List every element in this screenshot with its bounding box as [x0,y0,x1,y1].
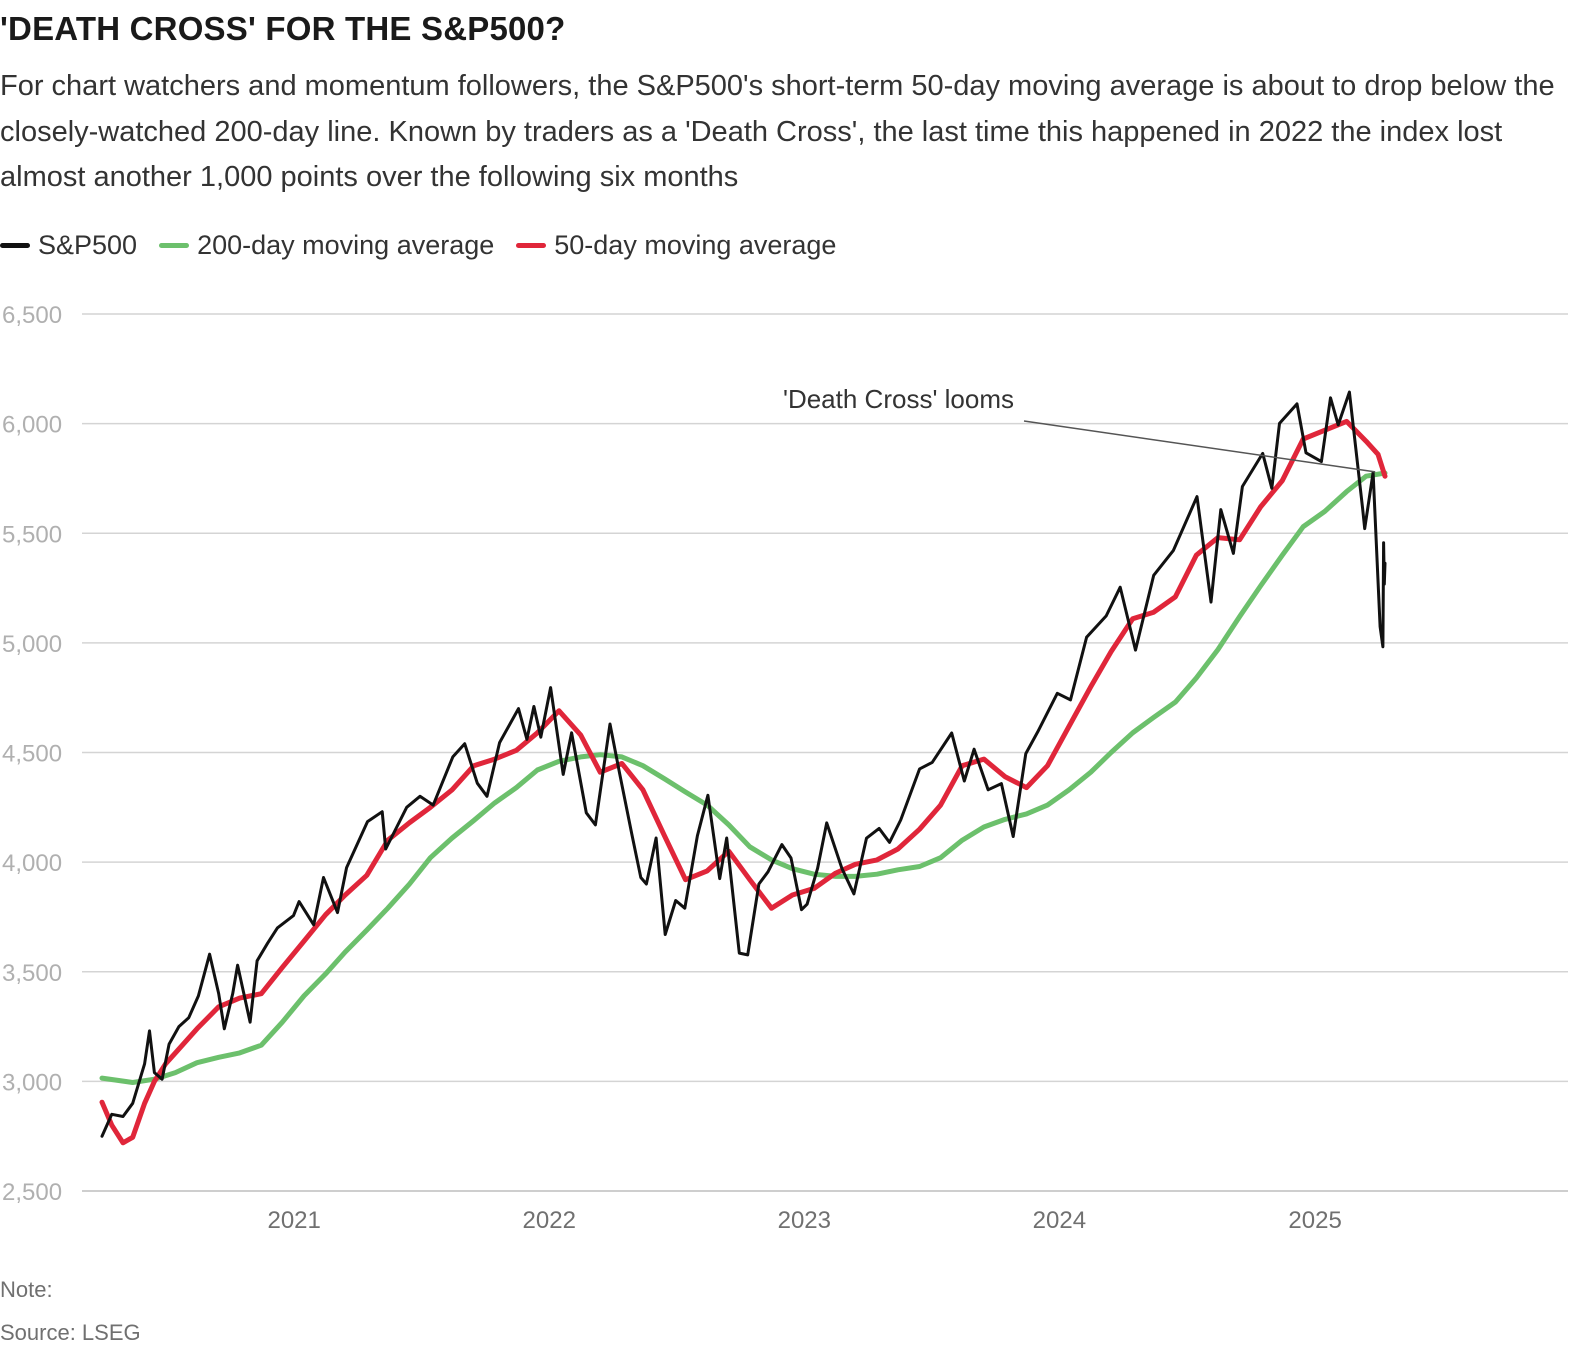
chart-subtitle: For chart watchers and momentum follower… [0,70,1555,193]
series-50-day-ma-line [99,418,1388,1146]
annotation-arrow [1023,420,1376,473]
y-tick-label: 5,500 [2,521,62,548]
series-layer [99,390,1388,1146]
y-tick-label: 2,500 [2,1179,62,1206]
x-tick-label: 2025 [1288,1207,1341,1234]
y-tick-label: 4,500 [2,741,62,768]
y-tick-label: 3,000 [2,1069,62,1096]
chart-title: 'DEATH CROSS' FOR THE S&P500? [0,10,566,47]
x-tick-label: 2022 [523,1207,576,1234]
legend-item-200-day: 200-day moving average [159,230,494,261]
x-tick-label: 2023 [778,1207,831,1234]
x-tick-label: 2024 [1033,1207,1086,1234]
grid-layer [82,313,1568,1192]
legend-label-50-day: 50-day moving average [554,230,837,260]
series-200-day-ma-line [99,470,1388,1085]
legend-item-sp500: S&P500 [0,230,137,261]
y-tick-label: 5,000 [2,631,62,658]
chart-note: Note: [0,1277,53,1302]
line-chart: 2,500 3,000 3,500 4,000 4,500 5,000 5,500 6,000… [2,302,1568,1234]
legend-label-200-day: 200-day moving average [197,230,495,260]
x-tick-layer: 2021 2022 2023 2024 2025 [267,1207,1341,1234]
y-tick-label: 6,500 [2,302,62,329]
y-tick-layer: 2,500 3,000 3,500 4,000 4,500 5,000 5,500 6,000… [2,302,62,1206]
legend-swatch-200-day [159,243,190,248]
series-sp500-line [100,390,1387,1138]
annotation-layer: 'Death Cross' looms [783,384,1376,473]
legend-swatch-sp500 [0,243,30,248]
legend-label-sp500: S&P500 [38,230,138,260]
chart-legend: S&P500 200-day moving average 50-day mov… [0,230,858,261]
annotation-label: 'Death Cross' looms [783,384,1014,414]
y-tick-label: 3,500 [2,960,62,987]
y-tick-label: 6,000 [2,412,62,439]
y-tick-label: 4,000 [2,850,62,877]
chart-source: Source: LSEG [0,1320,141,1345]
x-tick-label: 2021 [267,1207,320,1234]
legend-swatch-50-day [516,243,547,248]
legend-item-50-day: 50-day moving average [516,230,836,261]
